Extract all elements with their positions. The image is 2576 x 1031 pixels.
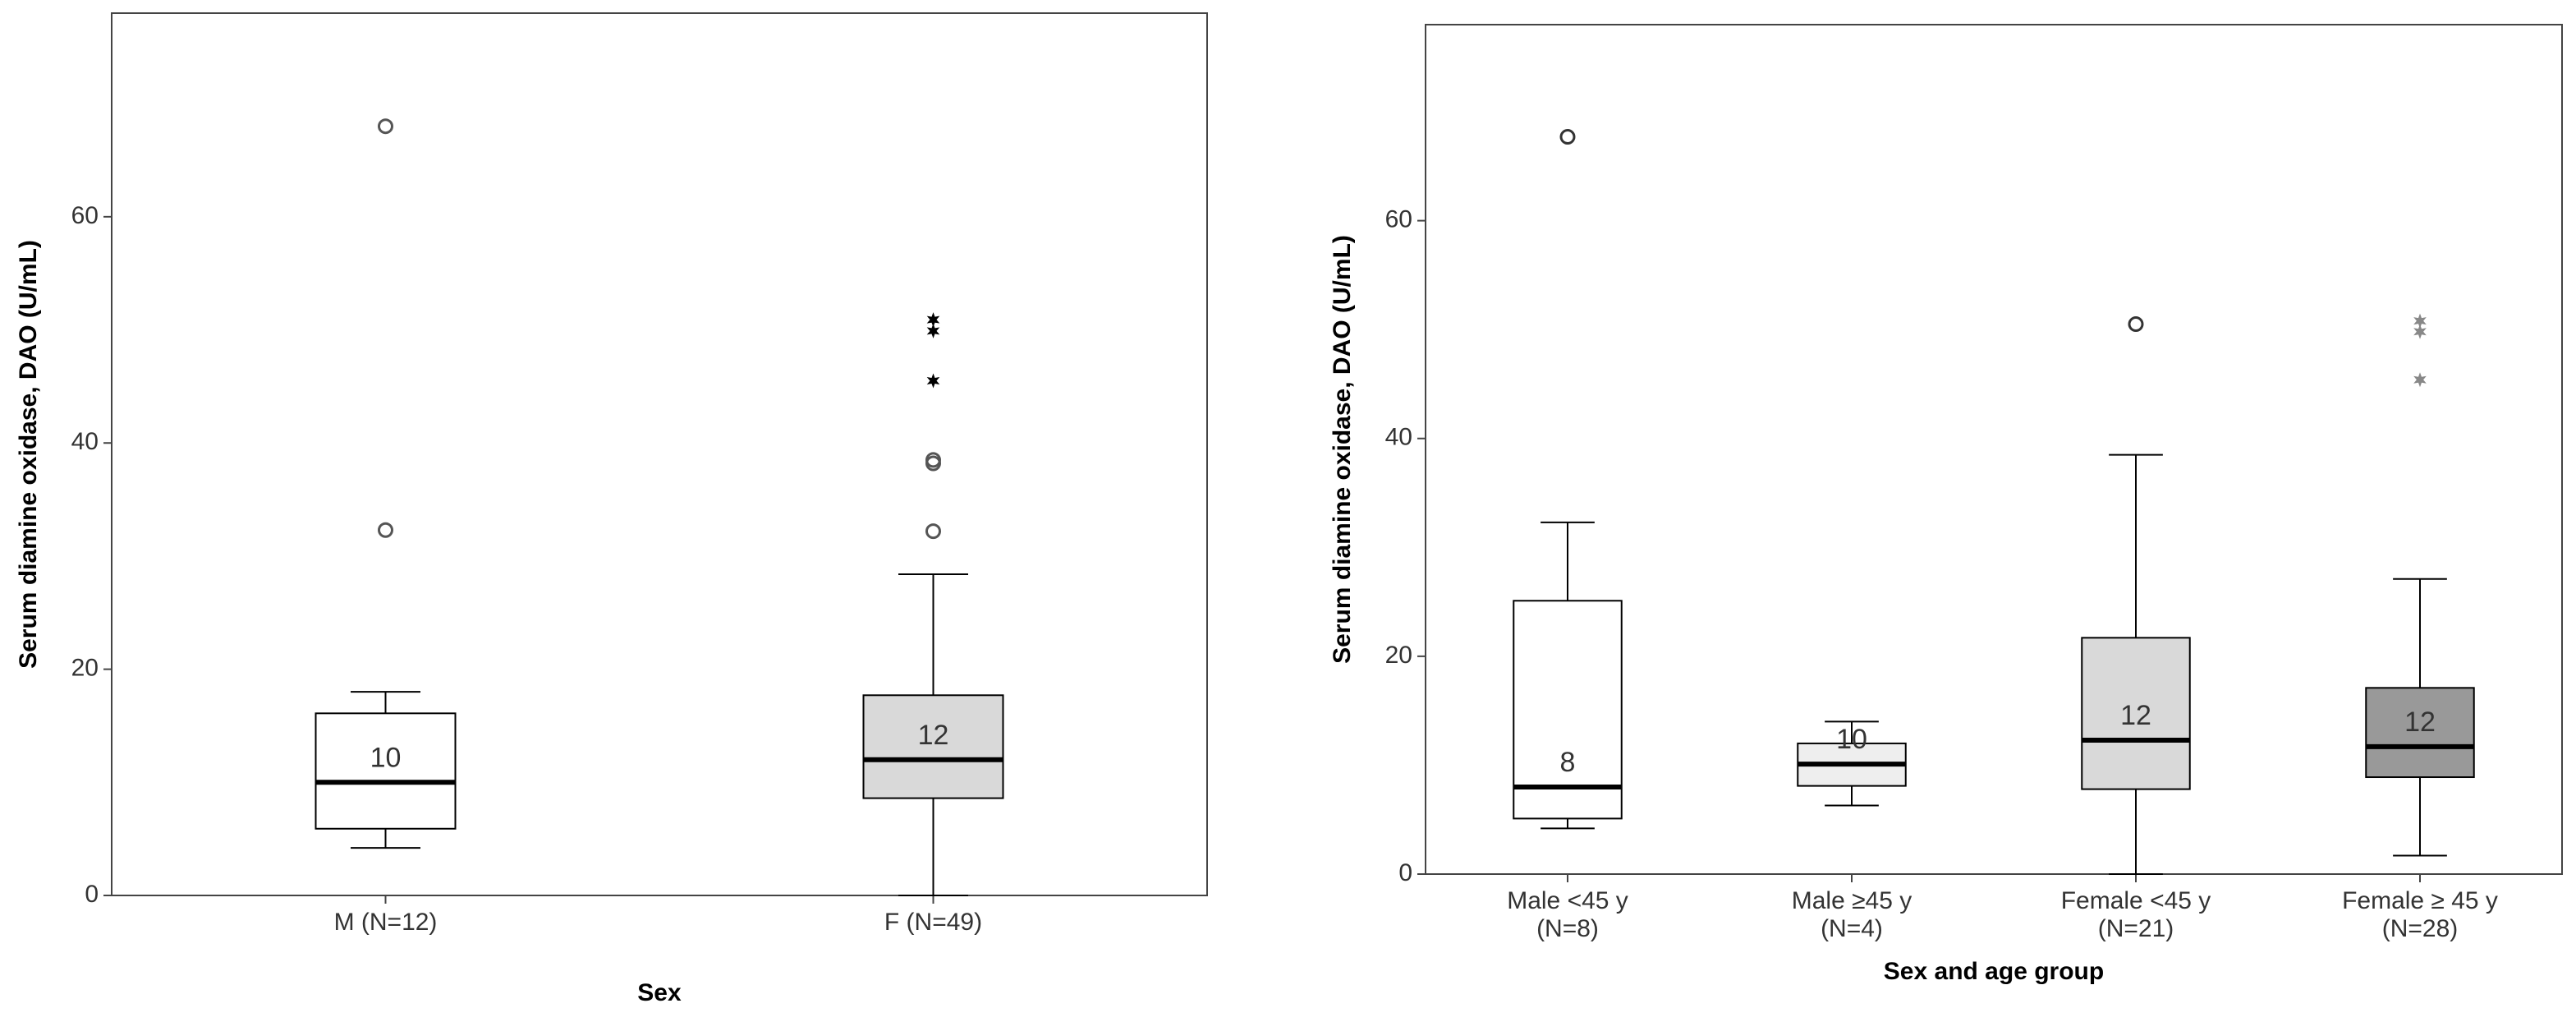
outlier xyxy=(1559,129,1576,145)
median-label: 10 xyxy=(1836,724,1867,755)
x-tick-sublabel: (N=4) xyxy=(1821,915,1883,942)
median-label: 12 xyxy=(2404,707,2436,738)
extreme xyxy=(926,312,940,328)
y-tick-label: 40 xyxy=(1385,424,1412,451)
x-tick-label: Male ≥45 y xyxy=(1792,887,1912,914)
box xyxy=(2365,687,2475,779)
x-tick-sublabel: (N=21) xyxy=(2098,915,2174,942)
x-tick-label: M (N=12) xyxy=(334,909,438,936)
x-tick-sublabel: (N=8) xyxy=(1536,915,1599,942)
box xyxy=(1513,600,1623,820)
y-tick-label: 40 xyxy=(71,428,99,455)
box xyxy=(862,694,1004,799)
median-label: 12 xyxy=(918,720,949,751)
y-axis-title: Serum diamine oxidase, DAO (U/mL) xyxy=(15,240,42,669)
extreme xyxy=(926,323,940,338)
y-tick-label: 0 xyxy=(1398,859,1412,886)
y-tick-label: 60 xyxy=(1385,206,1412,233)
extreme xyxy=(2413,372,2427,388)
x-axis-title: Sex xyxy=(637,979,682,1006)
plot-frame xyxy=(111,12,1208,896)
outlier xyxy=(925,523,941,540)
median-label: 8 xyxy=(1560,747,1576,778)
outlier xyxy=(2128,316,2144,333)
extreme xyxy=(926,373,940,389)
x-axis-title: Sex and age group xyxy=(1884,958,2104,985)
box xyxy=(2081,637,2191,790)
x-tick-sublabel: (N=28) xyxy=(2382,915,2459,942)
x-tick-label: Male <45 y xyxy=(1507,887,1628,914)
x-tick-label: F (N=49) xyxy=(884,909,982,936)
y-tick-label: 60 xyxy=(71,202,99,229)
x-tick-label: Female <45 y xyxy=(2061,887,2211,914)
outlier xyxy=(378,522,393,538)
median-label: 10 xyxy=(370,742,402,773)
plot-frame xyxy=(1425,24,2563,875)
y-axis-title: Serum diamine oxidase, DAO (U/mL) xyxy=(1329,235,1356,664)
outlier xyxy=(378,118,393,135)
box xyxy=(315,712,457,830)
extreme xyxy=(2413,313,2427,329)
y-tick-label: 20 xyxy=(1385,642,1412,669)
median-label: 12 xyxy=(2120,700,2151,731)
outlier xyxy=(925,452,941,468)
y-tick-label: 0 xyxy=(85,881,99,908)
x-tick-label: Female ≥ 45 y xyxy=(2342,887,2498,914)
y-tick-label: 20 xyxy=(71,655,99,682)
extreme xyxy=(2413,324,2427,339)
